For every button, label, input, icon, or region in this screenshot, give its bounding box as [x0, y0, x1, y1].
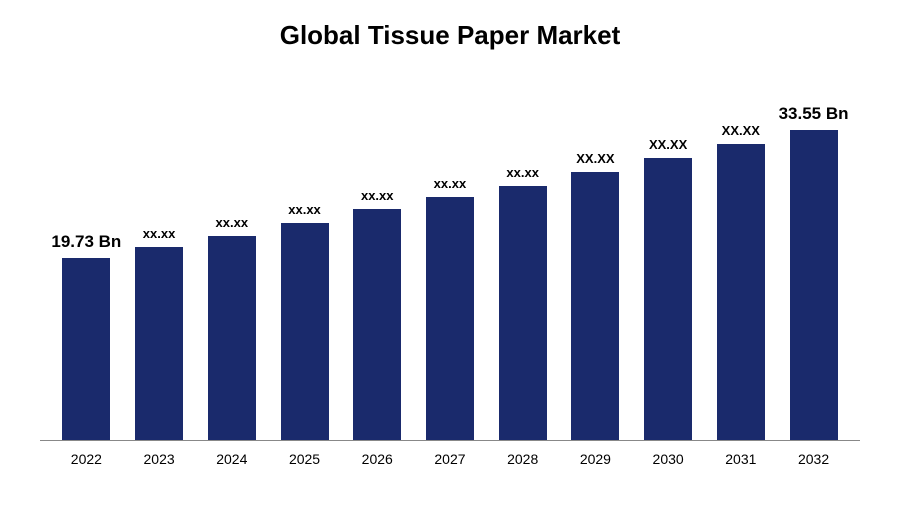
- bar: xx.xx: [353, 209, 401, 440]
- x-axis-label: 2028: [493, 451, 553, 467]
- bar-group: xx.xx: [202, 236, 262, 440]
- bar-group: xx.xx: [347, 209, 407, 440]
- x-axis-label: 2031: [711, 451, 771, 467]
- bar: xx.xx: [208, 236, 256, 440]
- x-axis-label: 2024: [202, 451, 262, 467]
- x-axis-labels: 2022 2023 2024 2025 2026 2027 2028 2029 2030 2031…: [40, 446, 860, 471]
- x-axis-label: 2023: [129, 451, 189, 467]
- plot-area: 19.73 Bn xx.xx xx.xx xx.xx xx.xx xx.xx xx.xx XX…: [40, 71, 860, 471]
- x-axis-label: 2029: [565, 451, 625, 467]
- bar-value-label: xx.xx: [143, 226, 176, 241]
- bar-value-label: xx.xx: [434, 176, 467, 191]
- x-axis-label: 2027: [420, 451, 480, 467]
- bar-group: xx.xx: [129, 247, 189, 440]
- bar-value-label: 33.55 Bn: [779, 104, 849, 124]
- bar-group: XX.XX: [565, 172, 625, 440]
- bar: xx.xx: [426, 197, 474, 440]
- bar-group: XX.XX: [711, 144, 771, 440]
- bar: 19.73 Bn: [62, 258, 110, 441]
- bar-value-label: XX.XX: [649, 137, 687, 152]
- bar: xx.xx: [281, 223, 329, 440]
- bar: 33.55 Bn: [790, 130, 838, 440]
- bar-group: XX.XX: [638, 158, 698, 440]
- bar: xx.xx: [499, 186, 547, 440]
- bar-group: xx.xx: [493, 186, 553, 440]
- bar: XX.XX: [571, 172, 619, 440]
- bar-group: 19.73 Bn: [56, 258, 116, 441]
- x-axis-label: 2030: [638, 451, 698, 467]
- x-axis-label: 2025: [275, 451, 335, 467]
- bar-value-label: xx.xx: [361, 188, 394, 203]
- chart-container: Global Tissue Paper Market 19.73 Bn xx.xx…: [0, 0, 900, 525]
- bar-value-label: XX.XX: [722, 123, 760, 138]
- x-axis-label: 2022: [56, 451, 116, 467]
- bar-group: xx.xx: [275, 223, 335, 440]
- x-axis-label: 2026: [347, 451, 407, 467]
- bar: XX.XX: [644, 158, 692, 440]
- bar-value-label: xx.xx: [288, 202, 321, 217]
- bar: XX.XX: [717, 144, 765, 440]
- bars-container: 19.73 Bn xx.xx xx.xx xx.xx xx.xx xx.xx xx.xx XX…: [40, 71, 860, 441]
- x-axis-label: 2032: [784, 451, 844, 467]
- bar-group: 33.55 Bn: [784, 130, 844, 440]
- bar-value-label: xx.xx: [506, 165, 539, 180]
- bar-value-label: xx.xx: [216, 215, 249, 230]
- chart-title: Global Tissue Paper Market: [40, 20, 860, 51]
- bar-value-label: 19.73 Bn: [51, 232, 121, 252]
- bar-group: xx.xx: [420, 197, 480, 440]
- bar: xx.xx: [135, 247, 183, 440]
- bar-value-label: XX.XX: [576, 151, 614, 166]
